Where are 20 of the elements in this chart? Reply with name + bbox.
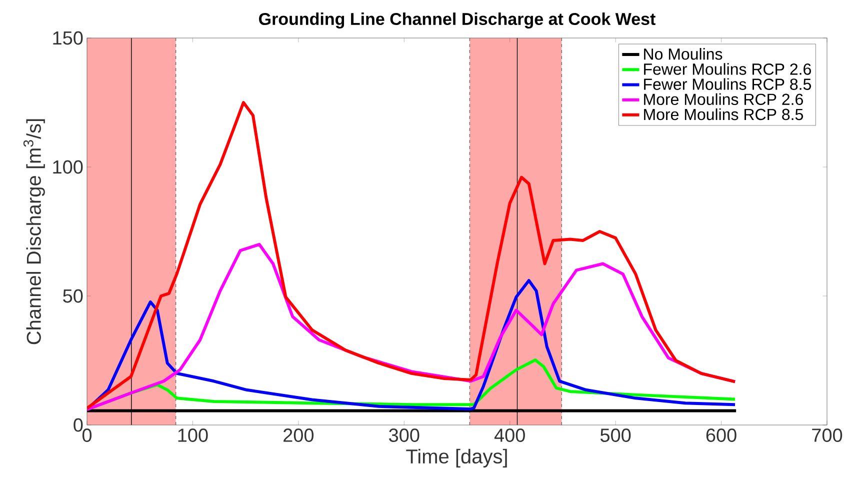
y-axis-title: Channel Discharge [m$^{3}$/s] (23, 119, 45, 344)
x-axis-title: Time [days] (406, 448, 507, 468)
x-tick-label: 600 (706, 428, 736, 442)
legend-label: No Moulins (644, 48, 722, 60)
y-tick-label: 150 (53, 31, 83, 45)
y-tick-label: 50 (63, 289, 83, 303)
x-tick-label: 100 (178, 428, 208, 442)
chart-title: Grounding Line Channel Discharge at Cook West (259, 12, 656, 28)
x-tick-label: 500 (600, 428, 631, 442)
legend-label: More Moulins RCP 8.5 (644, 108, 803, 120)
x-tick-label: 0 (82, 428, 92, 442)
x-tick-label: 200 (284, 428, 314, 442)
legend-label: Fewer Moulins RCP 8.5 (644, 78, 811, 90)
x-tick-label: 300 (389, 428, 420, 442)
x-tick-label: 400 (494, 428, 525, 442)
legend-label: Fewer Moulins RCP 2.6 (644, 63, 811, 75)
x-tick-label: 700 (812, 428, 842, 442)
legend-label: More Moulins RCP 2.6 (644, 93, 803, 106)
y-tick-label: 0 (74, 418, 83, 432)
y-tick-label: 100 (53, 160, 83, 174)
